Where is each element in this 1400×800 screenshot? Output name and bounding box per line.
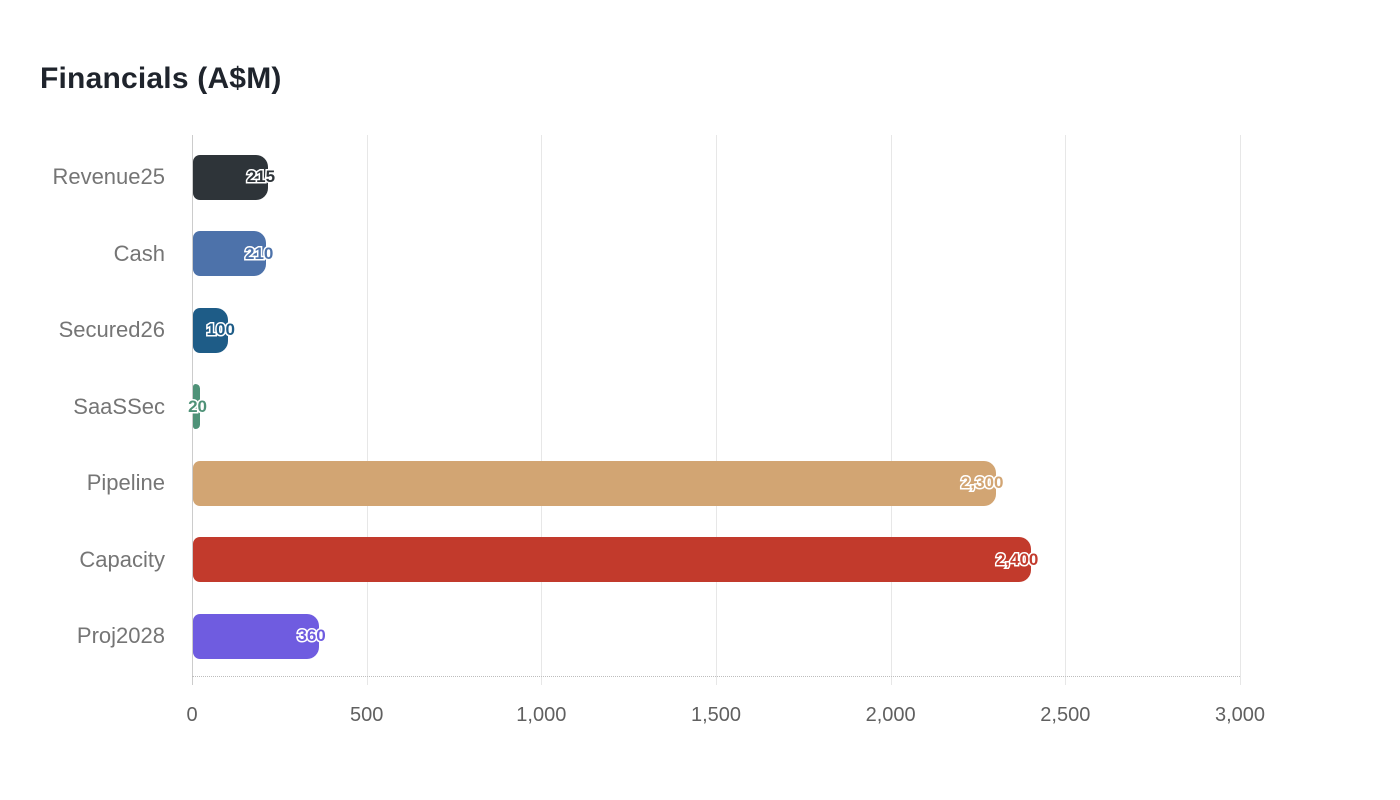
gridline <box>716 135 717 685</box>
x-tick-label: 2,000 <box>865 704 916 726</box>
category-label-capacity: Capacity <box>79 546 165 572</box>
category-label-secured26: Secured26 <box>58 317 165 342</box>
category-label-proj2028: Proj2028 <box>76 623 165 648</box>
category-label-pipeline: Pipeline <box>86 470 165 495</box>
category-label-revenue25: Revenue25 <box>52 164 165 189</box>
chart-title: Financials (A$M) <box>40 62 282 95</box>
bar-value-label-revenue25: 215 <box>245 166 276 188</box>
x-tick-label: 0 <box>186 704 198 726</box>
x-tick-label: 3,000 <box>1214 704 1266 726</box>
y-axis-line <box>192 135 193 685</box>
gridline <box>1065 135 1067 685</box>
x-tick-label: 1,000 <box>516 704 567 726</box>
bar-secured26[interactable] <box>193 307 228 353</box>
bar-value-label-proj2028: 360 <box>296 625 327 647</box>
category-label-cash: Cash <box>113 240 165 266</box>
gridline <box>1240 135 1241 685</box>
gridline <box>541 135 543 685</box>
x-axis-baseline <box>192 676 1240 677</box>
gridline <box>890 135 892 685</box>
bar-saassec[interactable] <box>193 384 200 429</box>
bar-revenue25[interactable] <box>193 154 269 200</box>
bar-value-label-cash: 210 <box>243 242 274 264</box>
bar-value-label-capacity: 2,400 <box>994 548 1040 570</box>
bar-pipeline[interactable] <box>193 460 997 506</box>
bar-value-label-pipeline: 2,300 <box>959 472 1005 494</box>
x-tick-label: 2,500 <box>1040 704 1091 726</box>
bar-capacity[interactable] <box>193 537 1032 582</box>
category-label-saassec: SaaSSec <box>73 393 165 419</box>
gridline <box>366 135 368 685</box>
bar-value-label-secured26: 100 <box>205 319 236 341</box>
x-tick-label: 1,500 <box>690 704 742 726</box>
x-tick-label: 500 <box>349 704 384 726</box>
bar-proj2028[interactable] <box>193 613 319 659</box>
bar-value-label-saassec: 20 <box>187 395 209 417</box>
bar-cash[interactable] <box>193 231 267 276</box>
